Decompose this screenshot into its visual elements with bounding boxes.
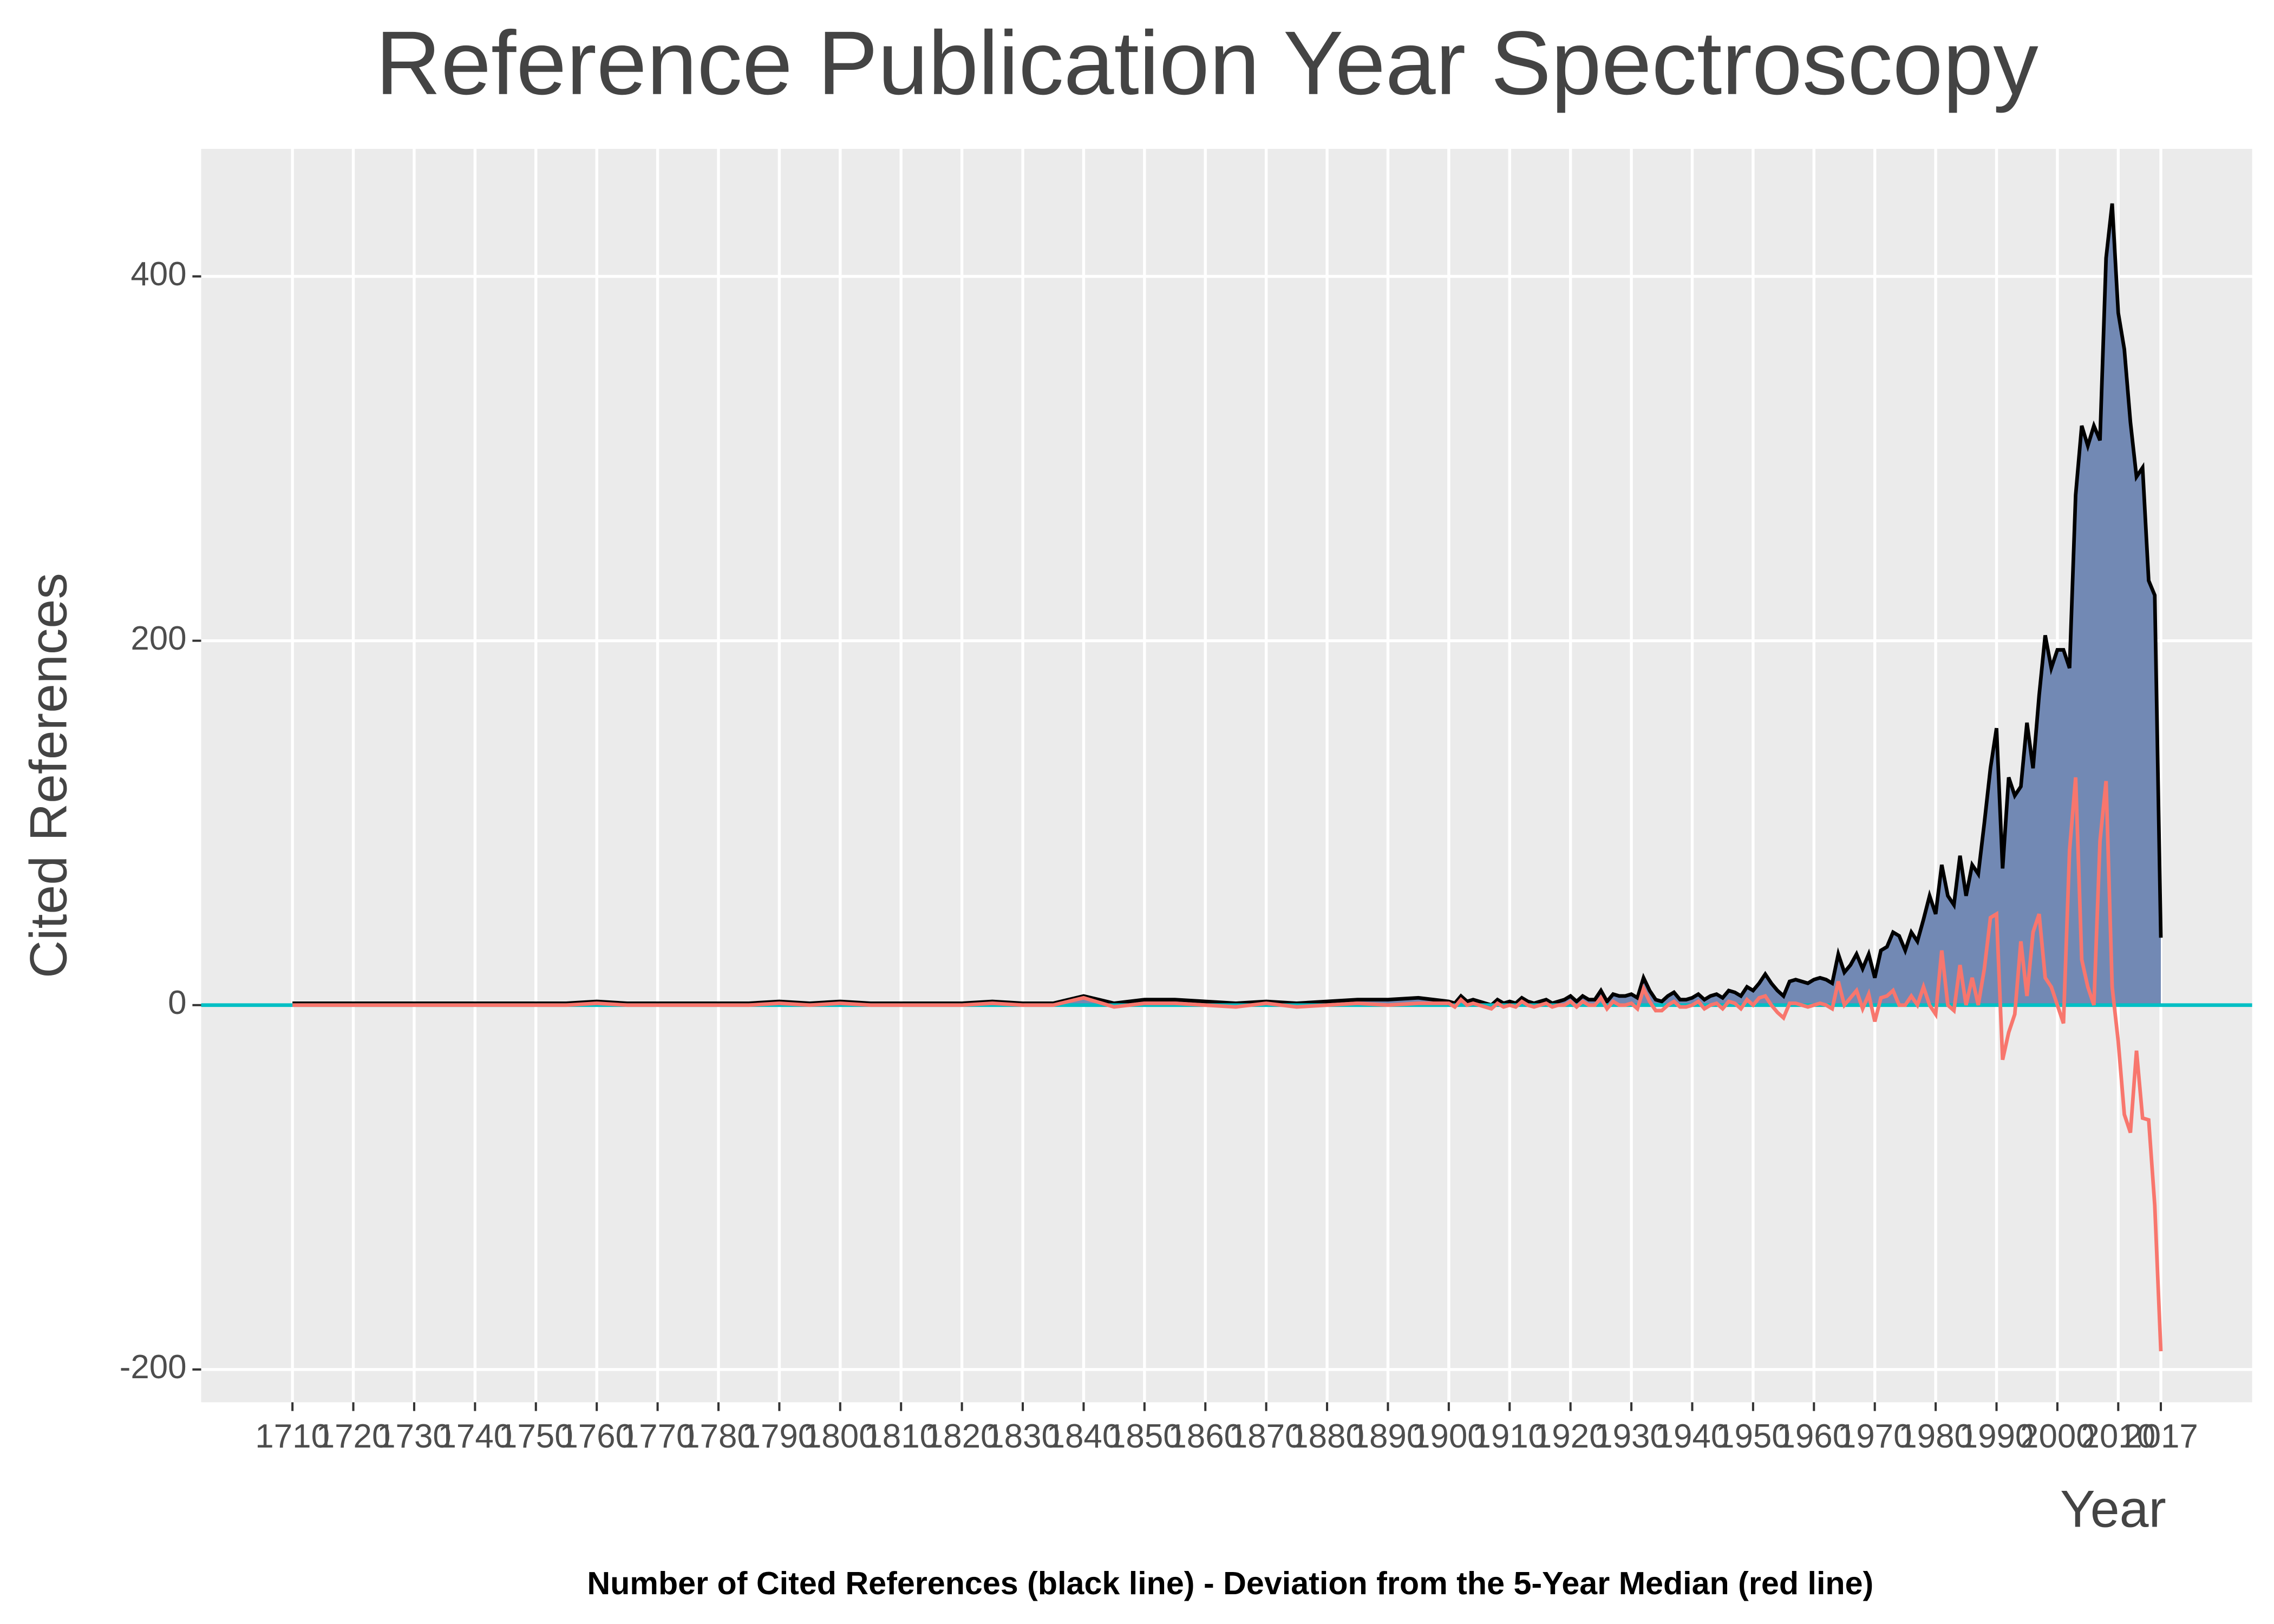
x-tick-label: 1750	[499, 1418, 573, 1455]
x-tick-label: 1920	[1533, 1418, 1608, 1455]
y-axis-label: Cited References	[19, 573, 78, 978]
x-tick-label: 1890	[1351, 1418, 1426, 1455]
x-tick-label: 1780	[681, 1418, 756, 1455]
x-tick-label: 1740	[438, 1418, 513, 1455]
x-tick-label: 1940	[1655, 1418, 1730, 1455]
x-tick-label: 1840	[1047, 1418, 1121, 1455]
x-tick-label: 1970	[1838, 1418, 1912, 1455]
x-axis-label: Year	[2060, 1479, 2166, 1538]
x-tick-label: 1770	[620, 1418, 695, 1455]
x-tick-label: 2017	[2123, 1418, 2198, 1455]
x-tick-label: 1850	[1107, 1418, 1182, 1455]
x-tick-label: 1790	[742, 1418, 817, 1455]
chart-title: Reference Publication Year Spectroscopy	[376, 13, 2039, 114]
x-tick-label: 2010	[2081, 1418, 2155, 1455]
x-tick-label: 1710	[255, 1418, 330, 1455]
x-tick-label: 1820	[925, 1418, 999, 1455]
x-tick-label: 1990	[1959, 1418, 2034, 1455]
x-tick-label: 1720	[316, 1418, 391, 1455]
x-tick-label: 2000	[2020, 1418, 2095, 1455]
x-tick-label: 1810	[864, 1418, 938, 1455]
plot-panel	[201, 149, 2252, 1403]
x-tick-label: 1800	[803, 1418, 878, 1455]
line	[292, 777, 2163, 1352]
x-tick-label: 1830	[985, 1418, 1060, 1455]
x-tick-label: 1860	[1168, 1418, 1243, 1455]
x-tick-label: 1730	[377, 1418, 452, 1455]
x-tick-label: 1980	[1898, 1418, 1973, 1455]
x-tick-label: 1910	[1472, 1418, 1547, 1455]
y-tick-label: 400	[130, 256, 186, 293]
y-tick-label: 0	[168, 984, 186, 1021]
caption: Number of Cited References (black line) …	[587, 1565, 1873, 1601]
area	[292, 203, 2161, 1005]
y-tick-label: -200	[120, 1348, 187, 1386]
x-tick-label: 1880	[1290, 1418, 1364, 1455]
x-tick-label: 1960	[1776, 1418, 1851, 1455]
x-tick-label: 1900	[1412, 1418, 1486, 1455]
x-tick-label: 1930	[1594, 1418, 1669, 1455]
x-tick-label: 1870	[1229, 1418, 1304, 1455]
x-tick-label: 1950	[1716, 1418, 1791, 1455]
y-tick-label: 200	[130, 620, 186, 657]
x-tick-label: 1760	[559, 1418, 634, 1455]
